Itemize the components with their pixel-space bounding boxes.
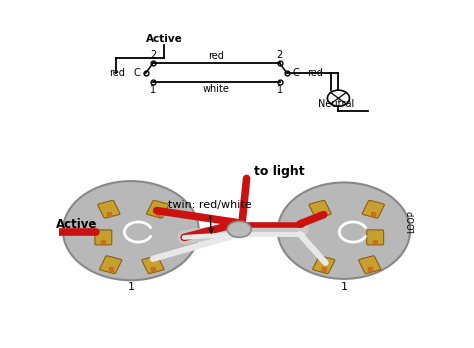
Circle shape (63, 181, 199, 280)
FancyBboxPatch shape (95, 230, 112, 245)
FancyBboxPatch shape (146, 200, 169, 218)
Text: red: red (307, 68, 323, 78)
Text: 1: 1 (340, 282, 347, 292)
Text: twin: red/white: twin: red/white (168, 200, 251, 233)
Text: white: white (203, 84, 230, 94)
Text: Active: Active (55, 218, 97, 231)
FancyBboxPatch shape (362, 200, 384, 218)
FancyBboxPatch shape (313, 256, 335, 274)
Circle shape (278, 182, 410, 279)
FancyBboxPatch shape (309, 200, 331, 218)
Text: C: C (292, 68, 299, 78)
Text: C: C (133, 68, 140, 78)
FancyBboxPatch shape (142, 256, 164, 274)
Text: 2: 2 (150, 50, 156, 60)
Text: 1: 1 (150, 85, 156, 95)
Ellipse shape (228, 221, 251, 237)
Text: LOOP: LOOP (408, 210, 416, 233)
Text: red: red (209, 51, 224, 61)
Text: Neutral: Neutral (319, 99, 355, 109)
Text: 2: 2 (276, 50, 283, 60)
FancyBboxPatch shape (98, 200, 120, 218)
Text: Active: Active (146, 34, 182, 44)
Text: red: red (109, 68, 125, 78)
FancyBboxPatch shape (367, 230, 383, 245)
FancyBboxPatch shape (100, 256, 122, 274)
FancyBboxPatch shape (358, 256, 381, 274)
Text: 1: 1 (128, 282, 135, 292)
Text: 1: 1 (277, 85, 283, 95)
Text: to light: to light (254, 165, 305, 179)
